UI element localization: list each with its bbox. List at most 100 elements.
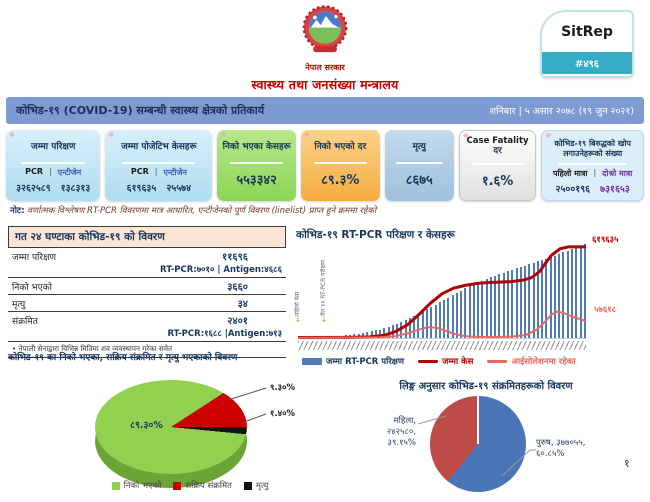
row-label: निको भएको (12, 283, 52, 293)
pcr-value: ३२६२५८९ (16, 183, 51, 194)
card-subheaders: PCR | एन्टीजेन (105, 167, 212, 178)
title-bar: कोभिड-१९ (COVID-19) सम्बन्धी स्वास्थ्य क… (6, 97, 644, 124)
antigen-value: २५५७४ (166, 183, 192, 194)
note-line: नोट: वर्णात्मक विश्लेषण RT-PCR विवरणमा म… (10, 205, 640, 216)
card-title: मृत्यु (412, 141, 426, 152)
second-dose-label: दोश्रो मात्रा (602, 169, 633, 178)
card-title-np: दर (493, 146, 502, 157)
outcome-pie (95, 380, 247, 474)
stat-card-total-positive: ❋ जम्मा पोजेटिभ केसहरू PCR | एन्टीजेन ६१… (105, 130, 213, 201)
card-value: १.६% (481, 174, 514, 189)
stat-card-vaccination: ❋ कोभिड-१९ बिरुद्धको खोप लगाउनेहरूको संख… (541, 130, 644, 201)
label-line: ६०.८५% (536, 449, 565, 460)
flower-icon: ❋ (108, 131, 115, 139)
label-line: २४२५८०, (386, 427, 416, 438)
government-label: नेपाल सरकार (305, 63, 345, 72)
card-divider (558, 163, 627, 165)
pcr-label: PCR (130, 167, 149, 176)
antigen-label: एन्टीजेन (57, 168, 82, 177)
down-arrow-icon: ↓ (294, 315, 302, 325)
label-line: पुरुष, ३७७०५५, (536, 438, 586, 448)
card-title: निको भएको दर (314, 141, 367, 152)
legend-label: निको भएको (123, 481, 162, 491)
card-divider (122, 162, 196, 164)
chart-legend: जम्मा RT-PCR परिक्षण जम्मा केस आईसोलेशनम… (302, 356, 575, 367)
separator: | (154, 167, 158, 176)
ministry-title: स्वास्थ्य तथा जनसंख्या मन्त्रालय (251, 77, 399, 92)
first-dose-value: २५००१९६ (555, 184, 591, 195)
card-value: ८६७५ (405, 173, 433, 188)
stat-card-deaths: मृत्यु ८६७५ (384, 130, 454, 201)
flower-icon: ❋ (220, 131, 227, 139)
chart-plot-area: पहिलो केस ↓ चैत ११ RT-PCR परीक्षण सुरु ↓ (294, 244, 586, 339)
sitrep-label: SitRep (561, 24, 613, 40)
flower-icon: ❋ (545, 132, 552, 140)
x-axis-ticks (298, 341, 586, 350)
first-dose-label: पहिलो मात्रा (552, 169, 588, 178)
page-title: कोभिड-१९ (COVID-19) सम्बन्धी स्वास्थ्य क… (16, 104, 265, 117)
legend-label: सक्रिय संक्रमित (185, 481, 232, 491)
row-label: मृत्यु (12, 300, 26, 310)
table-row: संक्रमित २४०१ RT-PCR:१६८८ |Antigen:७१३ (8, 312, 286, 342)
separator: | (49, 167, 52, 176)
rtpcr-trend-chart: कोभिड-१९ RT-PCR परिक्षण र केसहरू पहिलो क… (292, 228, 646, 378)
pcr-value: ६१९६३५ (126, 183, 157, 194)
sitrep-badge: SitRep #४९६ (540, 10, 634, 78)
row-label: जम्मा परिक्षण (12, 253, 57, 263)
row-value: ३६६० (227, 282, 248, 293)
card-values: ६१९६३५ २५५७४ (105, 181, 212, 194)
note-prefix: नोट: (10, 206, 25, 216)
card-divider (395, 162, 443, 164)
flower-icon: ❋ (9, 131, 15, 139)
stat-card-recovered: ❋ निको भएका केसहरू ५५३३४२ (217, 130, 296, 201)
legend-item: निको भएको (111, 480, 162, 491)
card-divider (471, 163, 524, 165)
swatch-icon (243, 481, 252, 490)
gender-pie-title: लिङ्ग अनुसार कोभिड-१९ संक्रमितहरूको विवर… (399, 381, 573, 392)
pie-split-line (477, 396, 479, 444)
label-line: महिला, (393, 416, 416, 426)
antigen-value: १३८३१३ (60, 183, 91, 194)
second-dose-value: ७३१६५३ (600, 184, 630, 195)
leader-lines (417, 415, 536, 477)
card-subheaders: पहिलो मात्रा | दोश्रो मात्रा (542, 168, 643, 179)
annotation-text: चैत ११ RT-PCR परीक्षण सुरु (320, 260, 327, 316)
legend-item: जम्मा केस (418, 356, 473, 367)
outcome-pie-block: ८९.३०% ९.३०% १.४०% निको भएको सक्रिय संक्… (60, 364, 320, 496)
line-swatch-icon (418, 360, 439, 363)
legend-item: मृत्यु (243, 480, 268, 491)
table-row: मृत्यु ३४ (8, 295, 286, 312)
legend-label: आईसोलेशनमा रहेका (511, 357, 576, 367)
line-swatch-icon (487, 360, 508, 363)
table-row: जम्मा परिक्षण ११६९६ RT-PCR:७०१० | Antige… (8, 248, 286, 278)
annotation-text: पहिलो केस (294, 291, 301, 316)
report-date: शनिबार | ५ असार २०७८ (१९ जुन २०२१) (489, 106, 634, 117)
header-center: नेपाल सरकार स्वास्थ्य तथा जनसंख्या मन्त्… (180, 4, 470, 93)
card-value: ५५३३४२ (236, 173, 277, 188)
card-values: ३२६२५८९ १३८३१३ (6, 181, 100, 194)
card-title-en: Case Fatality (466, 136, 529, 146)
antigen-label: एन्टीजेन (163, 168, 187, 177)
annotation-rtpcr-start: चैत ११ RT-PCR परीक्षण सुरु ↓ (320, 260, 328, 325)
card-title: कोभिड-१९ बिरुद्धको खोप लगाउनेहरूको संख्य… (554, 138, 631, 158)
nepal-emblem-icon (302, 5, 348, 53)
leader-lines (227, 387, 267, 423)
stat-card-total-tests: ❋ जम्मा परिक्षण PCR | एन्टीजेन ३२६२५८९ १… (6, 130, 101, 201)
row-value: ११६९६ (222, 252, 248, 263)
legend-item: जम्मा RT-PCR परिक्षण (302, 356, 404, 367)
card-divider (313, 162, 368, 164)
card-title: Case Fatality दर (460, 136, 536, 161)
card-title: जम्मा पोजेटिभ केसहरू (121, 141, 197, 152)
outcome-pie-legend: निको भएको सक्रिय संक्रमित मृत्यु (60, 480, 320, 491)
card-divider (21, 162, 86, 164)
recovered-share-label: ८९.३०% (130, 420, 163, 431)
stat-card-case-fatality: ❋ Case Fatality दर १.६% (458, 130, 537, 201)
swatch-icon (173, 481, 182, 490)
row-value: ३४ (237, 299, 248, 310)
card-values: २५००१९६ ७३१६५३ (542, 182, 643, 195)
table-row: निको भएको ३६६० (8, 278, 286, 295)
card-value: ८९.३% (321, 173, 360, 188)
card-title: जम्मा परिक्षण (31, 141, 76, 152)
legend-label: जम्मा RT-PCR परिक्षण (326, 357, 405, 367)
